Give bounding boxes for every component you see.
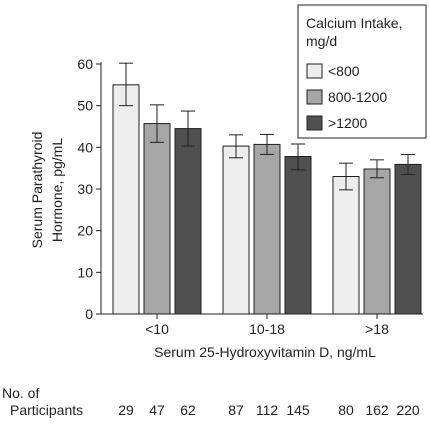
participant-count: 29	[118, 402, 134, 418]
legend-swatch	[306, 89, 323, 105]
y-tick-label: 10	[77, 264, 93, 280]
bar	[112, 84, 140, 315]
participants-label: Participants	[10, 402, 83, 418]
bar	[394, 163, 422, 315]
legend-swatch	[306, 115, 323, 131]
participant-count: 80	[338, 402, 354, 418]
bar	[174, 128, 202, 315]
legend-title: mg/d	[306, 33, 337, 49]
y-tick-label: 30	[77, 181, 93, 197]
bar	[332, 176, 360, 315]
participant-count: 162	[365, 402, 389, 418]
bar	[284, 156, 312, 315]
participant-count: 145	[286, 402, 310, 418]
plot-area	[112, 62, 422, 315]
legend-label: <800	[328, 63, 360, 79]
y-tick-label: 40	[77, 139, 93, 155]
x-axis-title: Serum 25-Hydroxyvitamin D, ng/mL	[154, 344, 376, 360]
bar	[143, 123, 171, 315]
x-tick-label: >18	[365, 321, 389, 337]
bar	[363, 168, 391, 315]
x-tick-label: 10-18	[249, 321, 285, 337]
legend-label: >1200	[328, 115, 368, 131]
y-tick-label: 50	[77, 98, 93, 114]
participant-count: 47	[149, 402, 165, 418]
participant-count: 62	[180, 402, 196, 418]
legend-title: Calcium Intake,	[306, 15, 402, 31]
bar	[253, 143, 281, 315]
participant-count: 87	[228, 402, 244, 418]
legend-label: 800-1200	[328, 89, 387, 105]
y-tick-label: 0	[85, 306, 93, 322]
x-axis: <10 10-18 >18 Serum 25-Hydroxyvitamin D, ng…	[101, 313, 423, 360]
y-axis-title: Hormone, pg/mL	[49, 138, 65, 242]
legend: Calcium Intake, mg/d <800 800-1200 >1200	[297, 4, 427, 139]
legend-swatch	[306, 63, 323, 79]
bar	[222, 145, 250, 315]
x-tick-label: <10	[145, 321, 169, 337]
y-tick-label: 20	[77, 223, 93, 239]
y-tick-label: 60	[77, 56, 93, 72]
y-axis: 0 10 20 30 40 50 60 Serum Parathyroid Hormone, p…	[29, 56, 102, 322]
participants-label: No. of	[2, 385, 39, 401]
participant-count: 112	[256, 402, 279, 418]
participant-count: 220	[396, 402, 420, 418]
y-axis-title: Serum Parathyroid	[29, 132, 45, 249]
